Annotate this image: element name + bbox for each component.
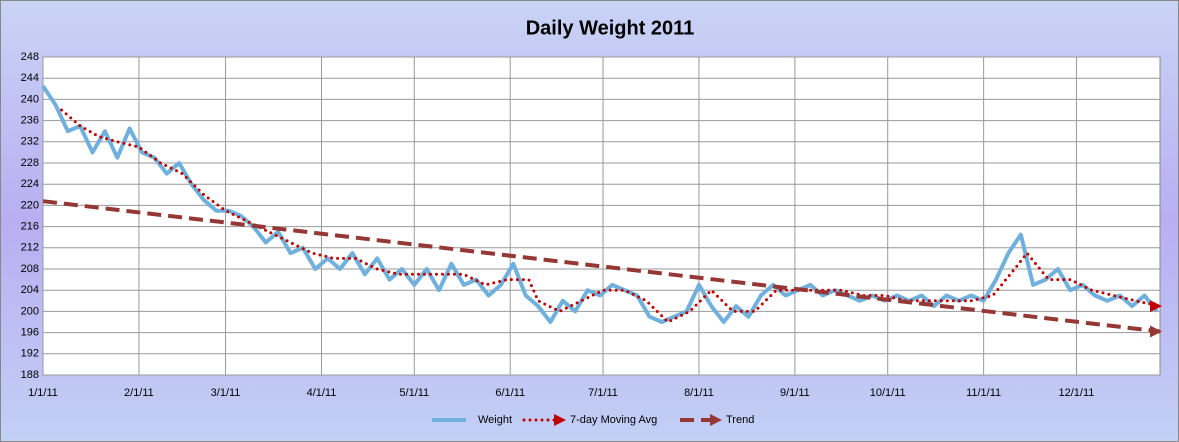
x-tick-label: 10/1/11 xyxy=(870,387,906,399)
series-line xyxy=(60,108,1162,324)
legend-label: Weight xyxy=(478,414,512,426)
x-tick-label: 9/1/11 xyxy=(780,387,810,399)
line-end-marker xyxy=(710,414,722,426)
x-tick-label: 4/1/11 xyxy=(307,387,337,399)
plot-area xyxy=(42,56,1161,376)
line-end-marker xyxy=(554,414,566,426)
legend-label: 7-day Moving Avg xyxy=(570,414,657,426)
y-tick-label: 244 xyxy=(21,72,39,84)
y-tick-label: 208 xyxy=(21,263,39,275)
x-tick-label: 7/1/11 xyxy=(588,387,618,399)
line-end-marker xyxy=(1150,300,1162,313)
x-tick-label: 1/1/11 xyxy=(28,387,58,399)
y-tick-label: 224 xyxy=(21,178,39,190)
y-tick-label: 220 xyxy=(21,199,39,211)
y-tick-label: 192 xyxy=(21,348,39,360)
y-tick-label: 240 xyxy=(21,93,39,105)
y-tick-label: 228 xyxy=(21,157,39,169)
y-tick-label: 200 xyxy=(21,305,39,317)
x-tick-label: 3/1/11 xyxy=(211,387,241,399)
y-tick-label: 216 xyxy=(21,221,39,233)
line-end-marker xyxy=(1150,325,1162,338)
y-tick-label: 236 xyxy=(21,115,39,127)
x-tick-label: 2/1/11 xyxy=(124,387,154,399)
x-tick-label: 11/1/11 xyxy=(966,387,1001,399)
chart-title: Daily Weight 2011 xyxy=(526,17,695,39)
y-tick-label: 248 xyxy=(21,51,39,63)
legend-label: Trend xyxy=(726,414,754,426)
x-tick-label: 6/1/11 xyxy=(495,387,525,399)
x-tick-label: 5/1/11 xyxy=(399,387,429,399)
x-tick-label: 8/1/11 xyxy=(684,387,714,399)
y-tick-label: 196 xyxy=(21,327,39,339)
y-tick-label: 204 xyxy=(21,284,39,296)
series-line xyxy=(42,199,1161,334)
y-tick-label: 188 xyxy=(21,369,39,381)
x-tick-label: 12/1/11 xyxy=(1059,387,1095,399)
y-tick-label: 212 xyxy=(21,242,39,254)
y-tick-label: 232 xyxy=(21,136,39,148)
